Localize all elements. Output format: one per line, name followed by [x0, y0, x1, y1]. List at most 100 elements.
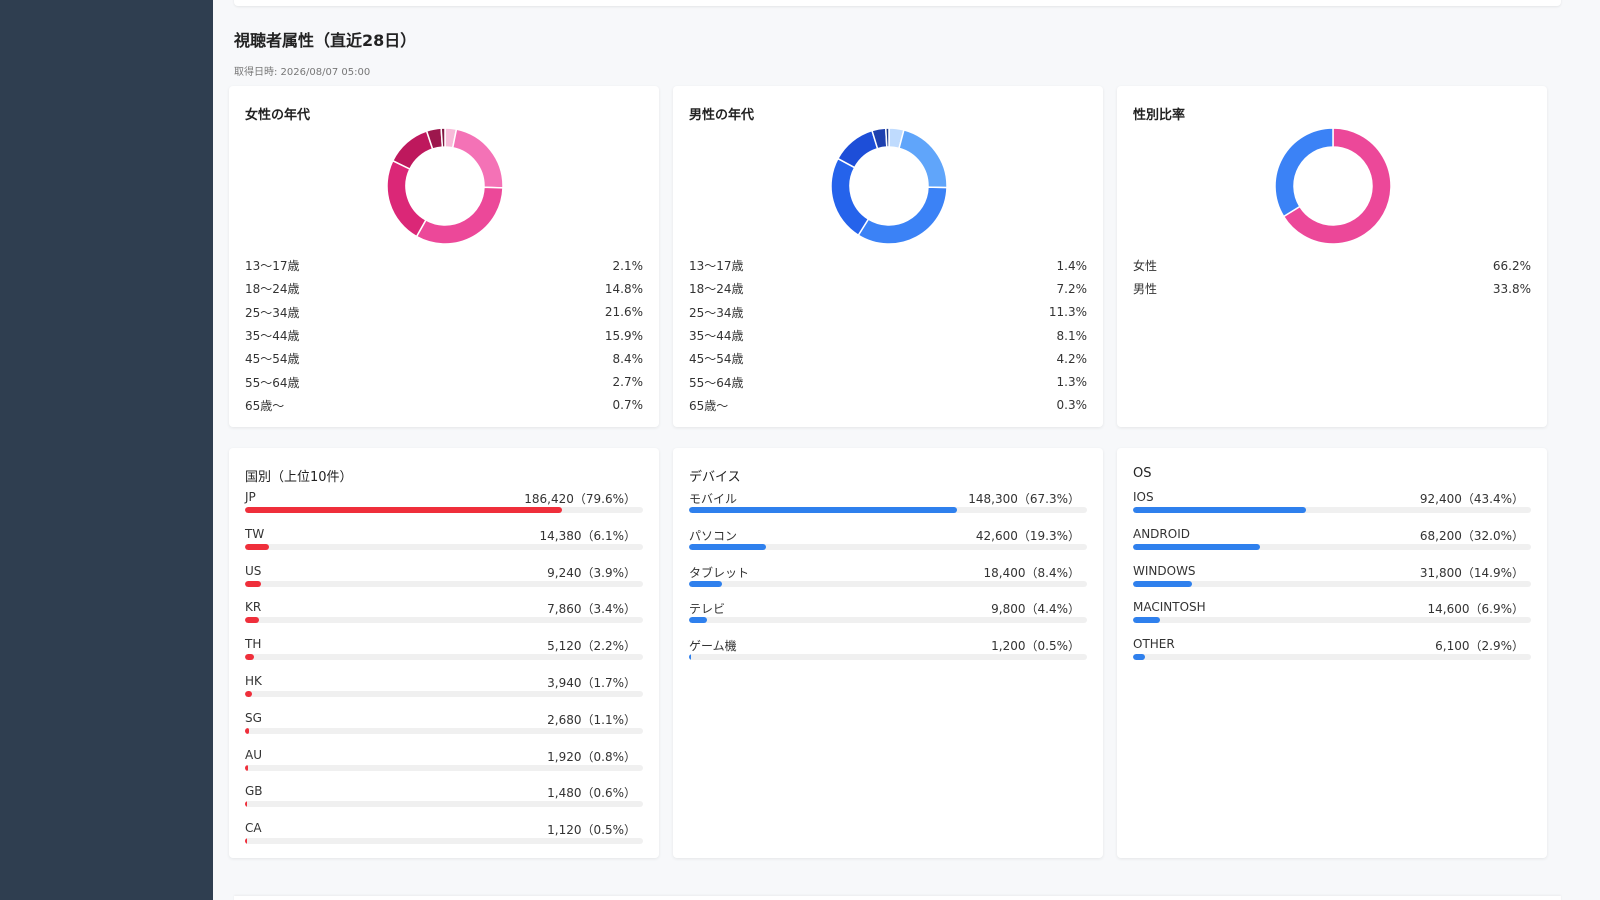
bar-row: モバイル 148,300（67.3%）	[689, 490, 1087, 527]
bar-track	[1133, 543, 1531, 550]
bar-track	[1133, 580, 1531, 587]
male-age-slice	[830, 157, 870, 237]
bar-fill	[689, 543, 766, 550]
next-card	[234, 896, 1561, 900]
legend-label: 35〜44歳	[689, 329, 744, 344]
bar-track	[689, 507, 1087, 513]
legend-label: 45〜54歳	[245, 352, 300, 367]
bar-value: 6,100（2.9%）	[1435, 639, 1524, 654]
bar-fill	[1133, 654, 1145, 661]
bar-label: モバイル	[689, 492, 738, 506]
os-title: OS	[1133, 466, 1152, 481]
legend-label: 25〜34歳	[689, 305, 744, 320]
bar-row: JP 186,420（79.6%）	[245, 490, 643, 527]
bar-row: TW 14,380（6.1%）	[245, 527, 643, 564]
bar-track	[245, 654, 643, 661]
bar-row: IOS 92,400（43.4%）	[1133, 490, 1531, 527]
legend-value: 21.6%	[604, 305, 643, 320]
bar-fill	[245, 690, 252, 697]
female-age-slice	[386, 159, 427, 238]
main-content: 視聴者属性（直近28日） 取得日時: 2026/08/07 05:00 女性の年…	[213, 0, 1600, 900]
country-title: 国別（上位10件）	[245, 470, 353, 485]
country-card: 国別（上位10件） JP 186,420（79.6%） TW 14,380（6.1%）…	[229, 448, 659, 858]
bar-value: 7,860（3.4%）	[547, 602, 636, 617]
legend-value: 8.1%	[1056, 328, 1088, 343]
female-age-title: 女性の年代	[245, 108, 311, 123]
gender-slice	[1282, 127, 1392, 245]
legend-row: 35〜44歳 8.1%	[689, 324, 1087, 347]
bar-label: JP	[245, 490, 256, 504]
bar-value: 14,380（6.1%）	[539, 528, 636, 543]
bar-row: パソコン 42,600（19.3%）	[689, 527, 1087, 564]
male-age-slice	[857, 186, 948, 245]
legend-row: 女性 66.2%	[1133, 254, 1531, 277]
bar-value: 1,920（0.8%）	[547, 749, 636, 764]
bar-track	[1133, 654, 1531, 661]
gender-ratio-donut	[1274, 127, 1392, 245]
legend-row: 13〜17歳 2.1%	[245, 254, 643, 277]
bar-fill	[1133, 543, 1261, 550]
legend-value: 0.3%	[1056, 398, 1088, 413]
bar-row: MACINTOSH 14,600（6.9%）	[1133, 600, 1531, 637]
bar-row: テレビ 9,800（4.4%）	[689, 600, 1087, 637]
male-age-card: 男性の年代 13〜17歳 1.4% 18〜24歳 7.2% 25〜34歳 11.3% 35〜…	[673, 86, 1103, 427]
female-age-card: 女性の年代 13〜17歳 2.1% 18〜24歳 14.8% 25〜34歳 21.6% 35…	[229, 86, 659, 427]
legend-label: 65歳〜	[245, 398, 285, 413]
female-age-slice	[440, 127, 446, 148]
fetched-timestamp: 取得日時: 2026/08/07 05:00	[234, 67, 371, 78]
legend-value: 0.7%	[612, 398, 644, 413]
bar-fill	[245, 543, 270, 550]
legend-value: 2.1%	[612, 258, 644, 273]
bar-fill	[245, 801, 248, 808]
legend-label: 55〜64歳	[689, 375, 744, 390]
bar-value: 14,600（6.9%）	[1427, 602, 1524, 617]
female-age-donut	[386, 127, 504, 245]
bar-track	[245, 580, 643, 587]
legend-label: 65歳〜	[689, 398, 729, 413]
bar-label: KR	[245, 600, 262, 615]
country-bars: JP 186,420（79.6%） TW 14,380（6.1%） US 9,240（3.…	[245, 490, 643, 858]
bar-fill	[689, 654, 691, 661]
legend-row: 55〜64歳 1.3%	[689, 370, 1087, 393]
bar-label: ANDROID	[1133, 526, 1190, 541]
bar-fill	[245, 727, 250, 734]
bar-fill	[245, 764, 249, 771]
bar-label: WINDOWS	[1133, 563, 1196, 578]
bar-row: ゲーム機 1,200（0.5%）	[689, 637, 1087, 674]
legend-value: 66.2%	[1492, 258, 1531, 273]
male-age-slice	[898, 129, 948, 189]
bar-value: 18,400（8.4%）	[983, 565, 1080, 580]
bar-row: SG 2,680（1.1%）	[245, 711, 643, 748]
bar-value: 186,420（79.6%）	[524, 492, 636, 506]
bar-fill	[245, 654, 254, 661]
legend-value: 2.7%	[612, 375, 644, 390]
bar-fill	[245, 838, 247, 845]
male-age-slice	[836, 129, 879, 169]
legend-row: 男性 33.8%	[1133, 277, 1531, 300]
bar-label: MACINTOSH	[1133, 600, 1206, 615]
bar-track	[245, 617, 643, 624]
bar-label: GB	[245, 784, 263, 799]
gender-ratio-card: 性別比率 女性 66.2% 男性 33.8%	[1117, 86, 1547, 427]
bar-fill	[1133, 507, 1306, 513]
bar-value: 9,240（3.9%）	[547, 565, 636, 580]
legend-label: 女性	[1133, 259, 1158, 274]
legend-value: 4.2%	[1056, 351, 1088, 366]
bar-value: 68,200（32.0%）	[1419, 528, 1524, 543]
bar-value: 2,680（1.1%）	[547, 712, 636, 727]
legend-value: 33.8%	[1492, 281, 1531, 296]
legend-row: 25〜34歳 11.3%	[689, 301, 1087, 324]
male-age-slice	[884, 127, 890, 148]
legend-row: 18〜24歳 7.2%	[689, 277, 1087, 300]
bar-row: US 9,240（3.9%）	[245, 564, 643, 601]
legend-label: 18〜24歳	[245, 282, 300, 297]
sidebar	[0, 0, 213, 900]
female-age-slice	[451, 128, 504, 189]
bar-track	[245, 727, 643, 734]
legend-value: 15.9%	[604, 328, 643, 343]
bar-track	[245, 764, 643, 771]
section-title: 視聴者属性（直近28日）	[234, 31, 417, 50]
bar-value: 1,200（0.5%）	[991, 639, 1080, 654]
legend-row: 18〜24歳 14.8%	[245, 277, 643, 300]
bar-label: US	[245, 563, 262, 578]
